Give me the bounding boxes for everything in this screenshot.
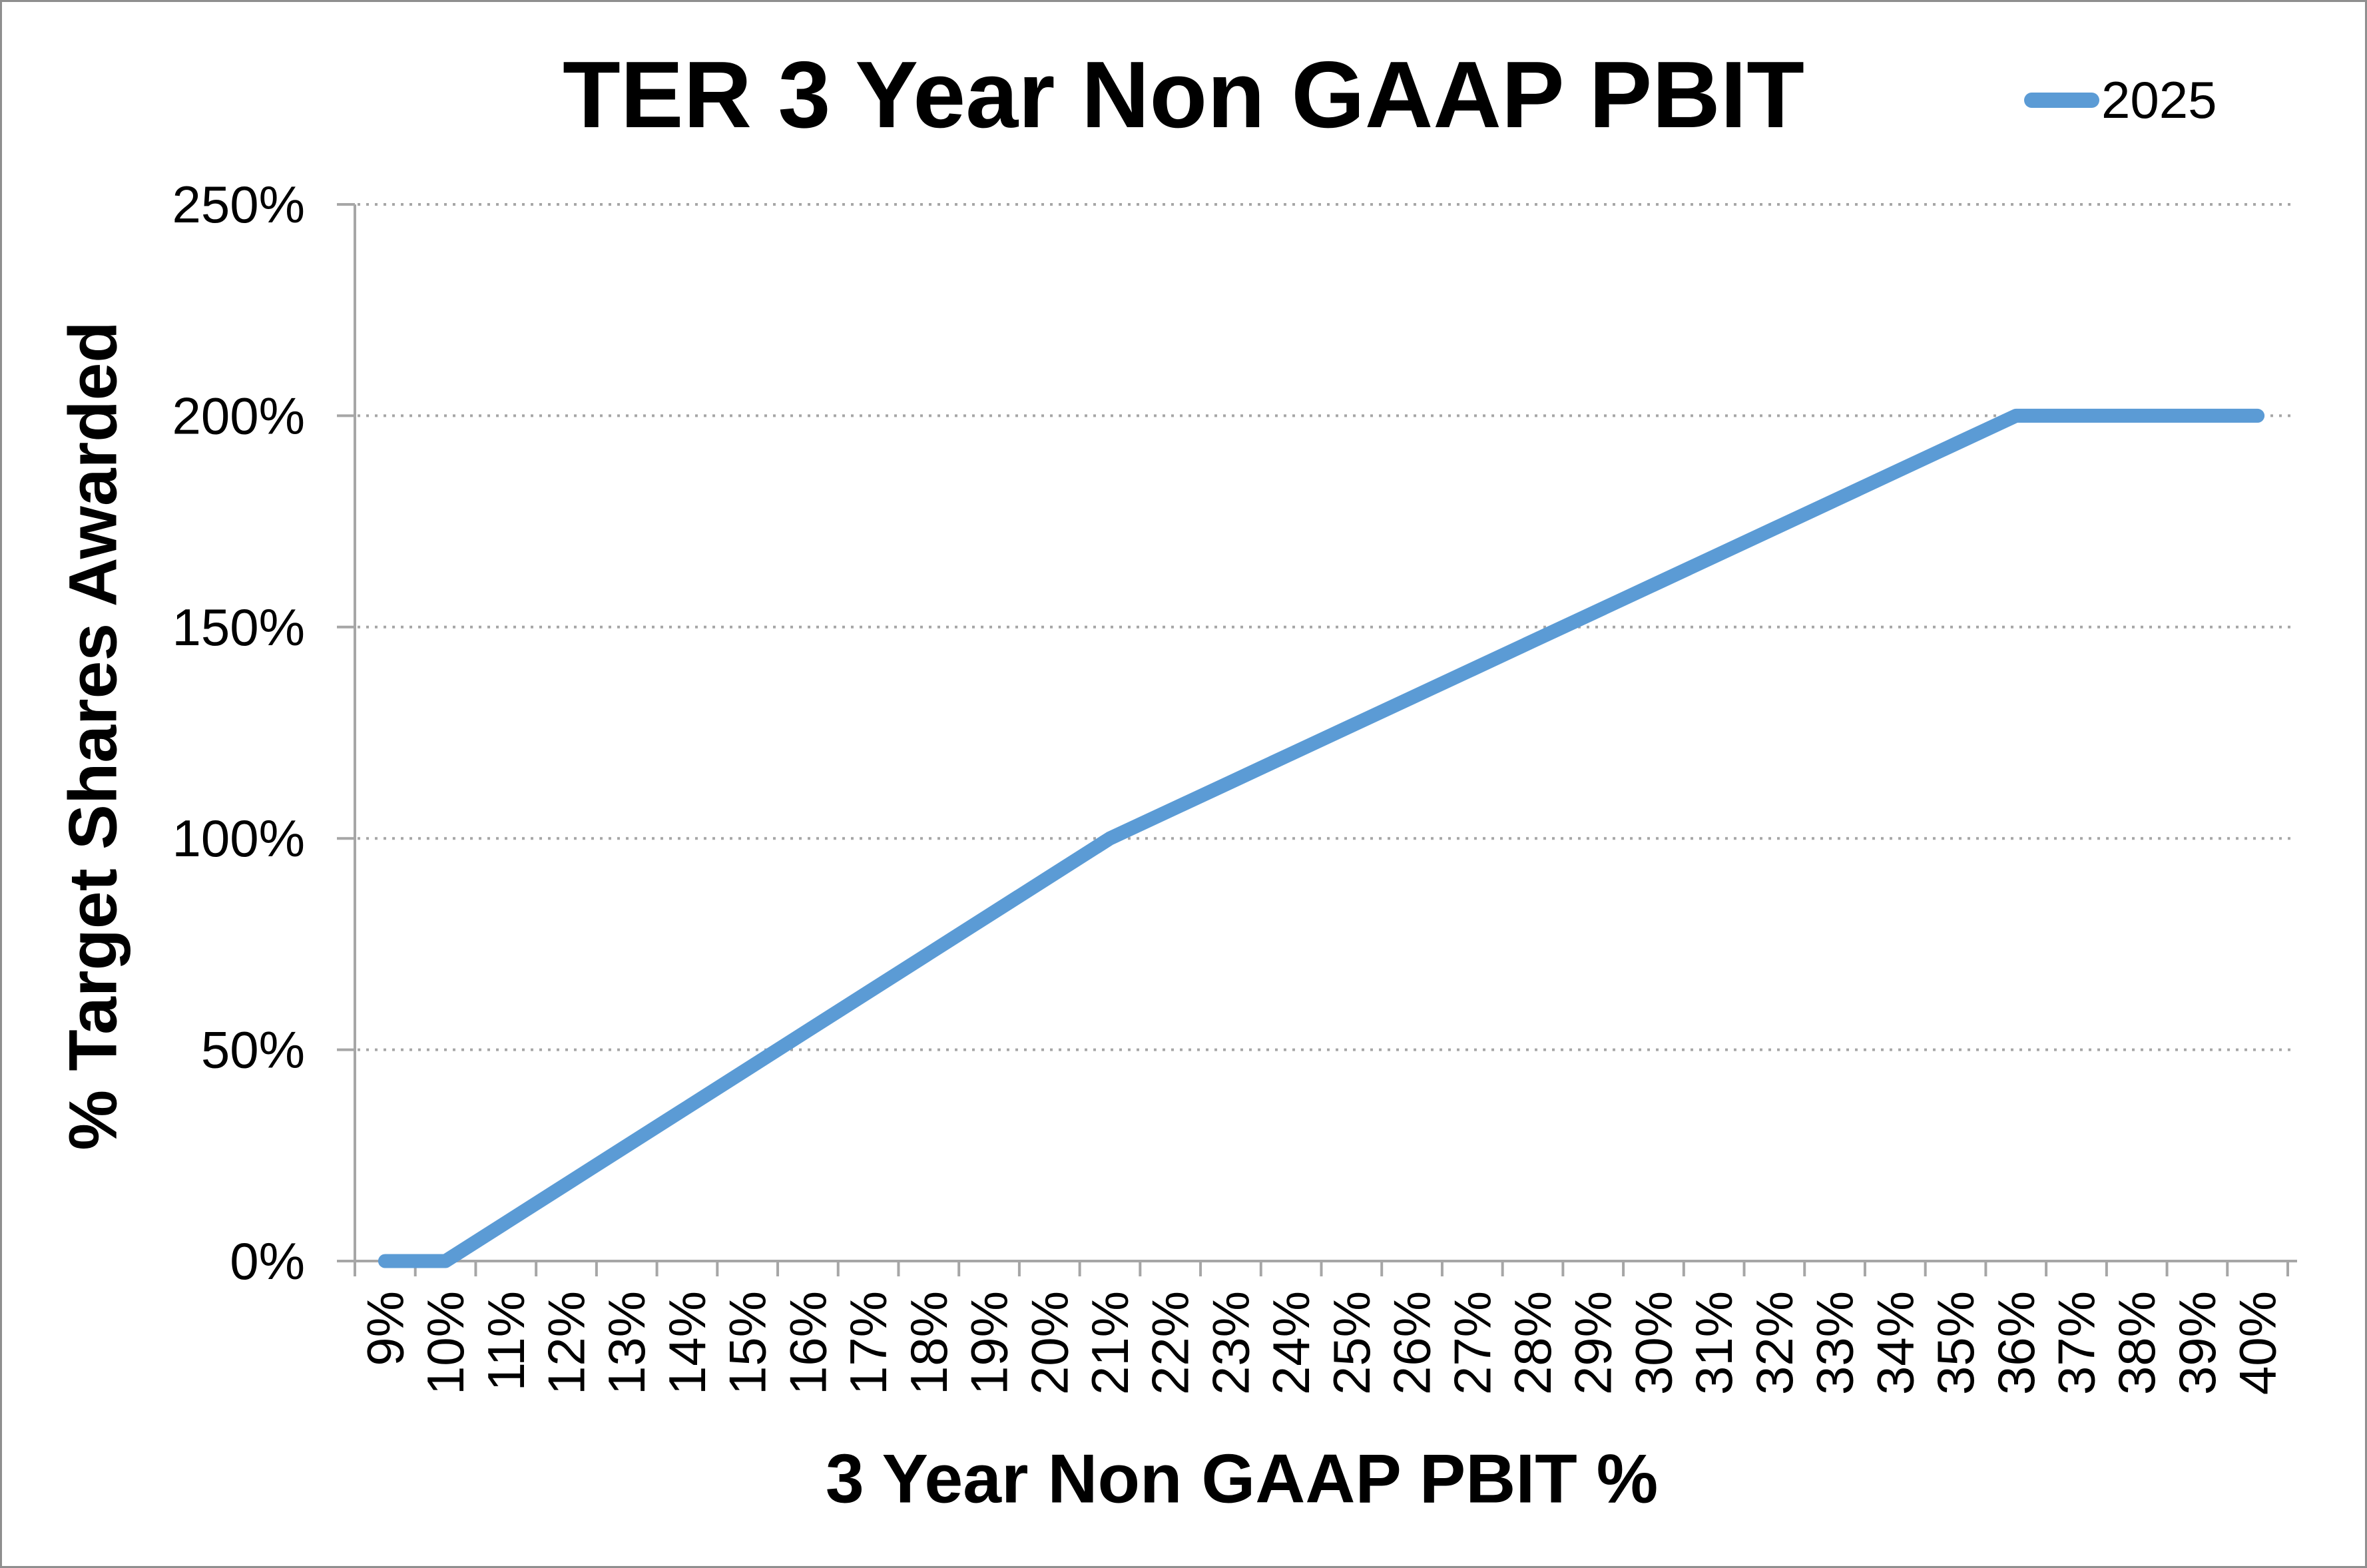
legend-series-label: 2025 — [2101, 71, 2217, 129]
x-tick-label: 36% — [1987, 1291, 2045, 1395]
x-tick-label: 22% — [1141, 1291, 1200, 1395]
x-tick-label: 26% — [1383, 1291, 1442, 1395]
y-tick-label: 0% — [230, 1232, 305, 1290]
y-tick-label: 150% — [172, 598, 306, 656]
x-tick-label: 35% — [1926, 1291, 1985, 1395]
x-tick-label: 37% — [2047, 1291, 2105, 1395]
x-tick-label: 17% — [839, 1291, 898, 1395]
x-tick-label: 30% — [1624, 1291, 1683, 1395]
x-tick-label: 13% — [597, 1291, 656, 1395]
x-tick-label: 31% — [1685, 1291, 1743, 1395]
x-tick-label: 25% — [1322, 1291, 1381, 1395]
legend: 2025 — [2024, 69, 2217, 131]
x-tick-label: 9% — [356, 1291, 414, 1366]
x-tick-label: 23% — [1201, 1291, 1260, 1395]
x-tick-label: 15% — [718, 1291, 777, 1395]
x-tick-label: 38% — [2107, 1291, 2166, 1395]
x-tick-label: 34% — [1866, 1291, 1924, 1395]
y-tick-label: 100% — [172, 809, 306, 868]
x-tick-label: 20% — [1020, 1291, 1079, 1395]
x-tick-label: 24% — [1262, 1291, 1320, 1395]
x-tick-label: 39% — [2168, 1291, 2227, 1395]
x-tick-label: 11% — [477, 1291, 535, 1391]
y-tick-label: 250% — [172, 175, 306, 234]
x-tick-label: 12% — [537, 1291, 596, 1395]
series-line-2025 — [378, 408, 2265, 1268]
x-tick-label: 18% — [900, 1291, 958, 1395]
x-axis-title: 3 Year Non GAAP PBIT % — [825, 1440, 1659, 1518]
chart-title: TER 3 Year Non GAAP PBIT — [563, 42, 1804, 148]
x-tick-label: 40% — [2229, 1291, 2287, 1395]
x-tick-label: 19% — [960, 1291, 1019, 1395]
x-tick-label: 33% — [1806, 1291, 1864, 1395]
x-tick-label: 14% — [658, 1291, 716, 1395]
legend-line-swatch — [2024, 92, 2099, 108]
x-tick-label: 29% — [1564, 1291, 1623, 1395]
x-tick-label: 32% — [1745, 1291, 1804, 1395]
x-tick-label: 28% — [1503, 1291, 1562, 1395]
x-tick-label: 16% — [778, 1291, 837, 1395]
x-tick-label: 27% — [1443, 1291, 1501, 1395]
x-tick-label: 10% — [416, 1291, 475, 1395]
y-tick-label: 200% — [172, 386, 306, 445]
y-tick-label: 50% — [201, 1021, 305, 1079]
x-tick-label: 21% — [1081, 1291, 1139, 1395]
